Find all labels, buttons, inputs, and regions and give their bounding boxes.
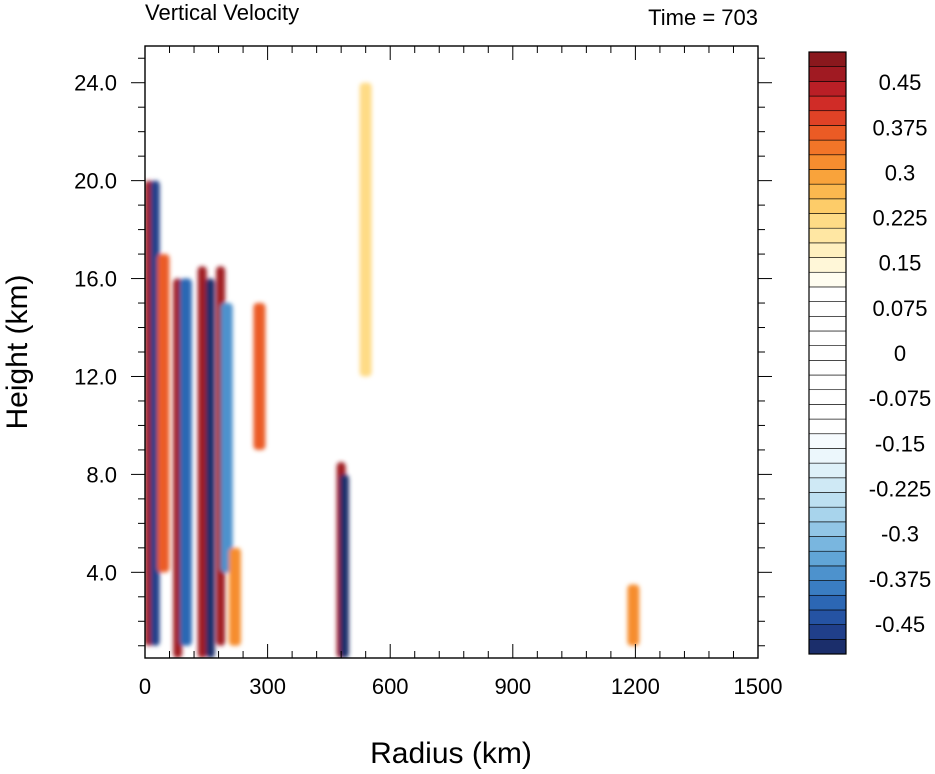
colorbar-swatch bbox=[808, 198, 847, 214]
colorbar-frame bbox=[808, 51, 847, 655]
colorbar-label: 0.15 bbox=[879, 251, 922, 276]
colorbar-swatch bbox=[808, 550, 847, 567]
heatmap-feature-4 bbox=[179, 278, 192, 646]
colorbar-swatch bbox=[808, 330, 847, 346]
colorbar-label: -0.075 bbox=[869, 386, 931, 411]
colorbar-label: 0.225 bbox=[872, 206, 927, 231]
x-tick-label: 0 bbox=[139, 674, 151, 699]
heatmap-feature-5 bbox=[197, 266, 207, 658]
colorbar-swatch bbox=[808, 66, 847, 82]
colorbar-swatch bbox=[808, 95, 847, 112]
chart-time-label: Time = 703 bbox=[648, 5, 758, 30]
colorbar-swatch bbox=[808, 345, 847, 361]
colorbar-swatch bbox=[808, 536, 847, 552]
colorbar-swatch bbox=[808, 609, 847, 625]
y-tick-label: 16.0 bbox=[74, 267, 117, 292]
colorbar-label: -0.225 bbox=[869, 476, 931, 501]
colorbar-swatch bbox=[808, 257, 847, 273]
colorbar-swatch bbox=[808, 169, 847, 185]
colorbar-swatch bbox=[808, 374, 847, 391]
y-axis: 4.0 8.0 12.0 16.0 20.0 24.0 bbox=[74, 57, 772, 647]
colorbar-swatch bbox=[808, 213, 847, 229]
plot-area bbox=[144, 45, 759, 659]
colorbar-swatch bbox=[808, 286, 847, 302]
colorbar-swatch bbox=[808, 580, 847, 596]
colorbar-label: 0.45 bbox=[879, 70, 922, 95]
colorbar-swatch bbox=[808, 404, 847, 420]
colorbar-swatch bbox=[808, 301, 847, 317]
x-tick-label: 900 bbox=[494, 674, 531, 699]
y-tick-label: 12.0 bbox=[74, 364, 117, 389]
colorbar-swatch bbox=[808, 418, 847, 435]
colorbar: 0.45 0.375 0.3 0.225 0.15 0.075 0 -0.075 -0.15 -0… bbox=[808, 51, 931, 655]
x-tick-label: 1200 bbox=[611, 674, 660, 699]
colorbar-swatch bbox=[808, 81, 847, 97]
colorbar-swatch bbox=[808, 139, 847, 156]
colorbar-label: -0.45 bbox=[875, 612, 925, 637]
colorbar-swatch bbox=[808, 389, 847, 405]
chart-title: Vertical Velocity bbox=[145, 0, 299, 25]
heatmap-feature-12 bbox=[339, 474, 349, 658]
heatmap-feature-10 bbox=[253, 303, 266, 450]
x-tick-label: 1500 bbox=[734, 674, 783, 699]
colorbar-swatch bbox=[808, 506, 847, 523]
y-tick-label: 20.0 bbox=[74, 169, 117, 194]
heatmap-feature-14 bbox=[627, 584, 640, 646]
colorbar-swatch bbox=[808, 110, 847, 126]
colorbar-label: 0 bbox=[894, 341, 906, 366]
colorbar-label: 0.3 bbox=[885, 160, 916, 185]
x-tick-label: 300 bbox=[249, 674, 286, 699]
heatmap-feature-2 bbox=[157, 254, 170, 573]
heatmap-feature-9 bbox=[228, 547, 241, 646]
colorbar-label: 0.375 bbox=[872, 115, 927, 140]
y-tick-label: 4.0 bbox=[86, 560, 117, 585]
y-axis-label: Height (km) bbox=[1, 274, 34, 429]
colorbar-label: 0.075 bbox=[872, 296, 927, 321]
colorbar-swatch bbox=[808, 565, 847, 581]
colorbar-swatch bbox=[808, 433, 847, 449]
colorbar-swatch bbox=[808, 227, 847, 244]
colorbar-swatch bbox=[808, 271, 847, 288]
colorbar-swatch bbox=[808, 624, 847, 640]
x-tick-label: 600 bbox=[372, 674, 409, 699]
colorbar-swatch bbox=[808, 154, 847, 170]
colorbar-swatch bbox=[808, 448, 847, 464]
colorbar-swatch bbox=[808, 183, 847, 200]
colorbar-label: -0.15 bbox=[875, 431, 925, 456]
heatmap-feature-8 bbox=[220, 303, 233, 573]
heatmap-field bbox=[145, 82, 640, 658]
colorbar-swatch bbox=[808, 242, 847, 258]
colorbar-swatch bbox=[808, 521, 847, 537]
colorbar-label: -0.375 bbox=[869, 567, 931, 592]
colorbar-swatch bbox=[808, 594, 847, 611]
colorbar-swatch bbox=[808, 125, 847, 141]
colorbar-swatch bbox=[808, 462, 847, 479]
y-tick-label: 8.0 bbox=[86, 462, 117, 487]
colorbar-swatch bbox=[808, 492, 847, 508]
colorbar-swatch bbox=[808, 360, 847, 376]
colorbar-swatch bbox=[808, 639, 847, 655]
y-tick-label: 24.0 bbox=[74, 71, 117, 96]
x-axis-label: Radius (km) bbox=[370, 737, 532, 770]
heatmap-feature-6 bbox=[205, 278, 215, 658]
colorbar-swatch bbox=[808, 51, 847, 67]
colorbar-label: -0.3 bbox=[881, 522, 919, 547]
colorbar-swatch bbox=[808, 315, 847, 332]
heatmap-feature-13 bbox=[359, 82, 372, 377]
x-axis: 0 300 600 900 1200 1500 bbox=[139, 46, 783, 699]
colorbar-swatch bbox=[808, 477, 847, 493]
